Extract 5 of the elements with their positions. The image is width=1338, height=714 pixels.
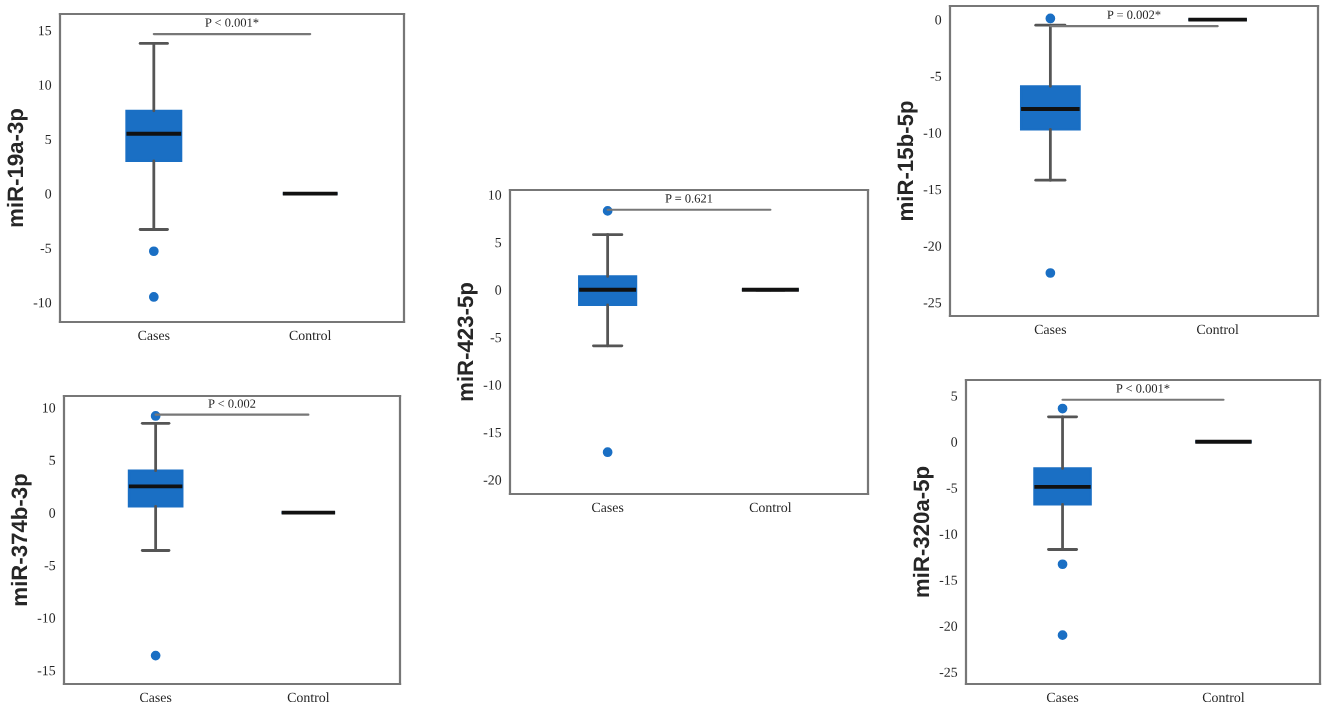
y-axis-title: miR-19a-3p bbox=[6, 109, 28, 227]
y-axis-title: miR-15b-5p bbox=[896, 101, 918, 221]
y-axis-title: miR-423-5p bbox=[456, 283, 478, 401]
y-axis-title: miR-320a-5p bbox=[912, 466, 934, 597]
y-axis-title: miR-374b-3p bbox=[10, 474, 32, 606]
